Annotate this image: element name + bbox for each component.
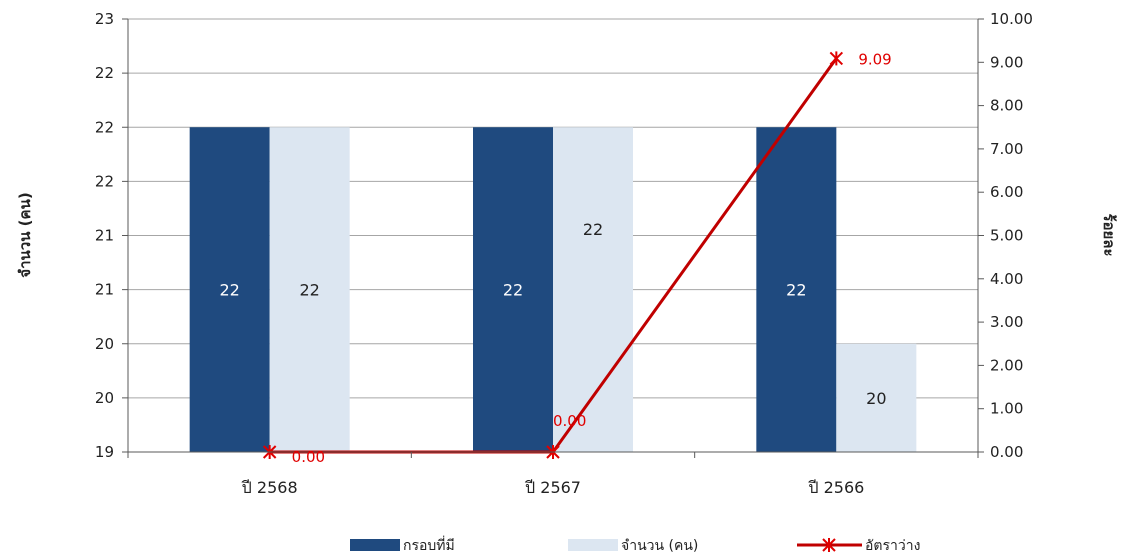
bar-data-label: 22 xyxy=(299,281,319,300)
right-axis-tick-label: 8.00 xyxy=(990,97,1023,115)
bar xyxy=(189,127,270,452)
left-axis-tick-label: 21 xyxy=(95,227,114,245)
right-axis-tick-label: 4.00 xyxy=(990,270,1023,288)
bar xyxy=(836,343,917,452)
left-axis-tick-label: 22 xyxy=(95,118,114,136)
left-axis-tick-label: 20 xyxy=(95,389,114,407)
right-axis-tick-label: 1.00 xyxy=(990,400,1023,418)
legend: กรอบที่มี จำนวน (คน) อัตราว่าง xyxy=(350,536,920,554)
right-axis-tick-label: 5.00 xyxy=(990,227,1023,245)
bar xyxy=(553,127,633,452)
legend-item-rate: อัตราว่าง xyxy=(797,538,920,554)
bar-data-label: 22 xyxy=(583,220,603,239)
rate-data-label: 9.09 xyxy=(858,50,891,68)
right-axis-tick-label: 9.00 xyxy=(990,53,1023,71)
rate-marker xyxy=(829,51,844,66)
right-axis-tick-label: 3.00 xyxy=(990,313,1023,331)
legend-swatch-count xyxy=(568,539,618,551)
bar xyxy=(269,127,350,452)
legend-item-quota: กรอบที่มี xyxy=(350,536,455,554)
legend-item-count: จำนวน (คน) xyxy=(568,538,698,554)
bar-data-label: 22 xyxy=(219,281,239,300)
left-axis-tick-label: 21 xyxy=(95,281,114,299)
left-axis-title: จำนวน (คน) xyxy=(16,192,34,277)
left-axis-tick-label: 19 xyxy=(95,443,114,461)
rate-data-label: 0.00 xyxy=(553,412,586,430)
bar xyxy=(756,127,837,452)
data-labels: 22 22 22 22 22 20 0.00 0.00 9.09 xyxy=(219,50,891,466)
legend-marker-rate xyxy=(822,538,836,552)
bar-data-label: 22 xyxy=(503,281,523,300)
legend-label-rate: อัตราว่าง xyxy=(865,538,920,554)
x-axis-category-label: ปี 2568 xyxy=(241,478,297,497)
right-axis-tick-label: 7.00 xyxy=(990,140,1023,158)
right-axis-tick-label: 2.00 xyxy=(990,356,1023,374)
right-axis-title: ร้อยละ xyxy=(1100,213,1118,256)
right-axis-tick-label: 0.00 xyxy=(990,443,1023,461)
right-axis-tick-label: 10.00 xyxy=(990,10,1033,28)
legend-swatch-quota xyxy=(350,539,400,551)
left-axis-tick-label: 20 xyxy=(95,335,114,353)
legend-label-quota: กรอบที่มี xyxy=(403,536,455,554)
axes: 19 20 20 21 21 22 22 22 23 0.00 1.00 2.00 3.00 4.00 5.… xyxy=(95,10,1033,497)
bar-data-label: 20 xyxy=(866,389,886,408)
bar xyxy=(473,127,553,452)
left-axis-tick-label: 22 xyxy=(95,172,114,190)
x-axis-category-label: ปี 2566 xyxy=(808,478,864,497)
rate-data-label: 0.00 xyxy=(292,448,325,466)
bar-data-label: 22 xyxy=(786,281,806,300)
legend-label-count: จำนวน (คน) xyxy=(621,538,698,554)
x-axis-category-label: ปี 2567 xyxy=(525,478,581,497)
left-axis-tick-label: 22 xyxy=(95,64,114,82)
left-axis-tick-label: 23 xyxy=(95,10,114,28)
right-axis-tick-label: 6.00 xyxy=(990,183,1023,201)
